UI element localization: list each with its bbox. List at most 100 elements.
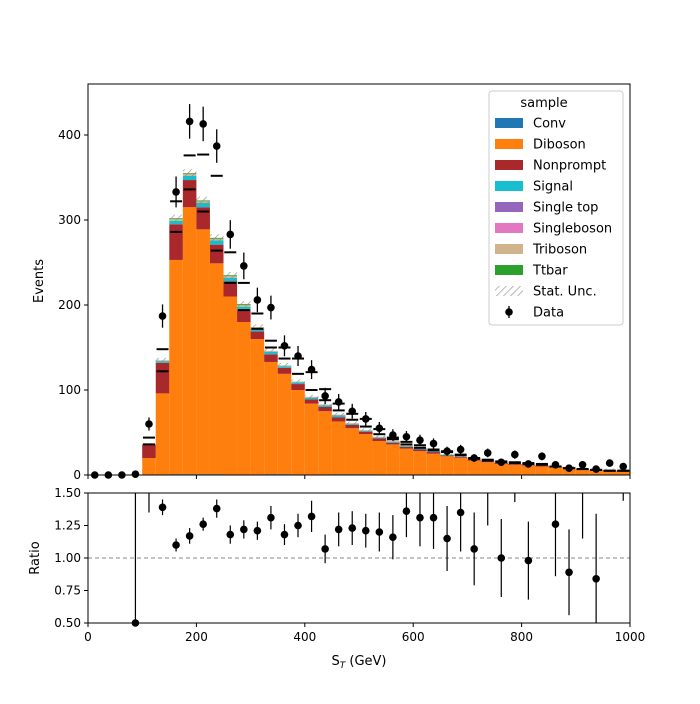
legend-label: Nonprompt — [533, 159, 606, 174]
bar-diboson — [277, 373, 292, 475]
ratio-point — [456, 508, 465, 517]
data-point — [212, 142, 221, 150]
legend-swatch — [495, 244, 523, 254]
bar-diboson — [575, 469, 590, 475]
bar-diboson — [331, 421, 346, 475]
bar-diboson — [467, 460, 481, 475]
y-tick-label-top: 400 — [58, 128, 81, 142]
data-point — [375, 424, 384, 433]
ratio-point — [199, 520, 207, 528]
x-tick-label: 800 — [510, 630, 533, 644]
bar-signal — [196, 203, 210, 208]
bar-diboson — [182, 207, 197, 475]
y-tick-label-ratio: 1.25 — [54, 519, 81, 533]
legend-label: Diboson — [533, 138, 586, 153]
legend-label: Ttbar — [532, 264, 568, 279]
ratio-point — [267, 513, 275, 522]
bar-diboson — [142, 458, 156, 475]
bar-nonprompt — [359, 431, 373, 435]
y-tick-label-top: 200 — [58, 298, 81, 312]
data-point — [240, 262, 248, 270]
bar-diboson — [250, 339, 265, 475]
ratio-point — [429, 513, 438, 522]
ratio-point — [361, 526, 370, 535]
bar-nonprompt — [413, 449, 427, 452]
bar-diboson — [345, 428, 359, 475]
bar-signal — [209, 240, 224, 245]
stat-unc-band — [331, 412, 346, 417]
bar-diboson — [359, 434, 373, 475]
ratio-point — [172, 541, 180, 549]
ratio-point — [280, 530, 289, 539]
ratio-point — [470, 545, 478, 553]
stat-unc-band — [223, 271, 238, 279]
legend-swatch — [495, 265, 523, 275]
bar-nonprompt — [291, 384, 305, 390]
ratio-point — [307, 512, 316, 521]
bar-signal — [169, 220, 183, 225]
bar-nonprompt — [264, 354, 278, 362]
bar-diboson — [508, 464, 522, 475]
data-point — [524, 460, 533, 468]
bar-diboson — [399, 448, 414, 475]
y-tick-label-top: 300 — [58, 213, 81, 227]
data-point — [483, 449, 492, 457]
data-point — [402, 432, 411, 441]
bar-diboson — [521, 465, 536, 475]
bar-nonprompt — [155, 362, 170, 394]
x-tick-label: 0 — [84, 630, 92, 644]
y-axis-label-top: Events — [32, 259, 47, 303]
y-axis-label-ratio: Ratio — [28, 541, 43, 574]
data-point — [389, 431, 397, 439]
bar-nonprompt — [304, 399, 319, 404]
ratio-point — [321, 545, 329, 553]
y-tick-label-ratio: 1.00 — [54, 551, 81, 565]
data-point — [158, 312, 167, 320]
ratio-point — [402, 507, 411, 515]
bar-signal — [237, 306, 251, 311]
bar-diboson — [318, 411, 332, 475]
bar-diboson — [480, 462, 495, 475]
data-point — [361, 415, 370, 423]
legend-label: Conv — [533, 117, 566, 132]
stat-unc-band — [250, 324, 265, 330]
stat-unc-band — [291, 379, 305, 384]
bar-nonprompt — [345, 424, 359, 429]
data-point — [294, 352, 302, 360]
stat-unc-band — [345, 421, 359, 425]
data-point — [443, 447, 451, 456]
legend-label: Signal — [533, 180, 573, 195]
bar-nonprompt — [223, 281, 238, 297]
data-point — [551, 461, 560, 469]
ratio-point — [551, 520, 560, 528]
bar-signal — [182, 175, 197, 181]
legend-swatch — [495, 202, 523, 212]
ratio-point — [389, 533, 397, 541]
bar-diboson — [386, 444, 400, 475]
data-point — [267, 303, 275, 312]
ratio-panel-frame — [87, 492, 631, 624]
x-tick-label: 200 — [185, 630, 208, 644]
data-point — [497, 458, 506, 467]
data-point — [321, 392, 329, 400]
data-point — [511, 450, 519, 459]
data-point — [456, 445, 465, 454]
bar-diboson — [237, 322, 251, 475]
bar-diboson — [209, 263, 224, 475]
y-tick-label-ratio: 0.75 — [54, 584, 81, 598]
ratio-point — [294, 521, 302, 530]
stat-unc-band — [386, 439, 400, 443]
bar-nonprompt — [182, 180, 197, 208]
stat-unc-band — [277, 362, 292, 368]
ratio-point — [240, 525, 248, 534]
bar-nonprompt — [277, 367, 292, 374]
bar-diboson — [223, 296, 238, 475]
ratio-point — [375, 528, 384, 536]
stat-unc-band — [196, 196, 210, 205]
bar-nonprompt — [426, 452, 441, 454]
data-point — [348, 407, 357, 416]
stat-unc-band — [318, 402, 332, 407]
ratio-point — [416, 513, 424, 522]
ratio-point — [592, 575, 600, 583]
bar-diboson — [440, 456, 454, 475]
